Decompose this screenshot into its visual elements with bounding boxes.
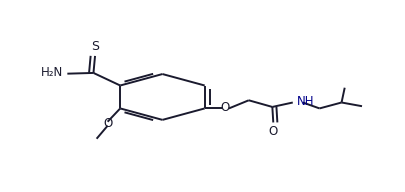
Text: NH: NH — [296, 95, 313, 108]
Text: O: O — [220, 101, 229, 114]
Text: O: O — [268, 125, 277, 138]
Text: S: S — [91, 40, 99, 53]
Text: O: O — [103, 117, 112, 130]
Text: H₂N: H₂N — [41, 66, 64, 79]
